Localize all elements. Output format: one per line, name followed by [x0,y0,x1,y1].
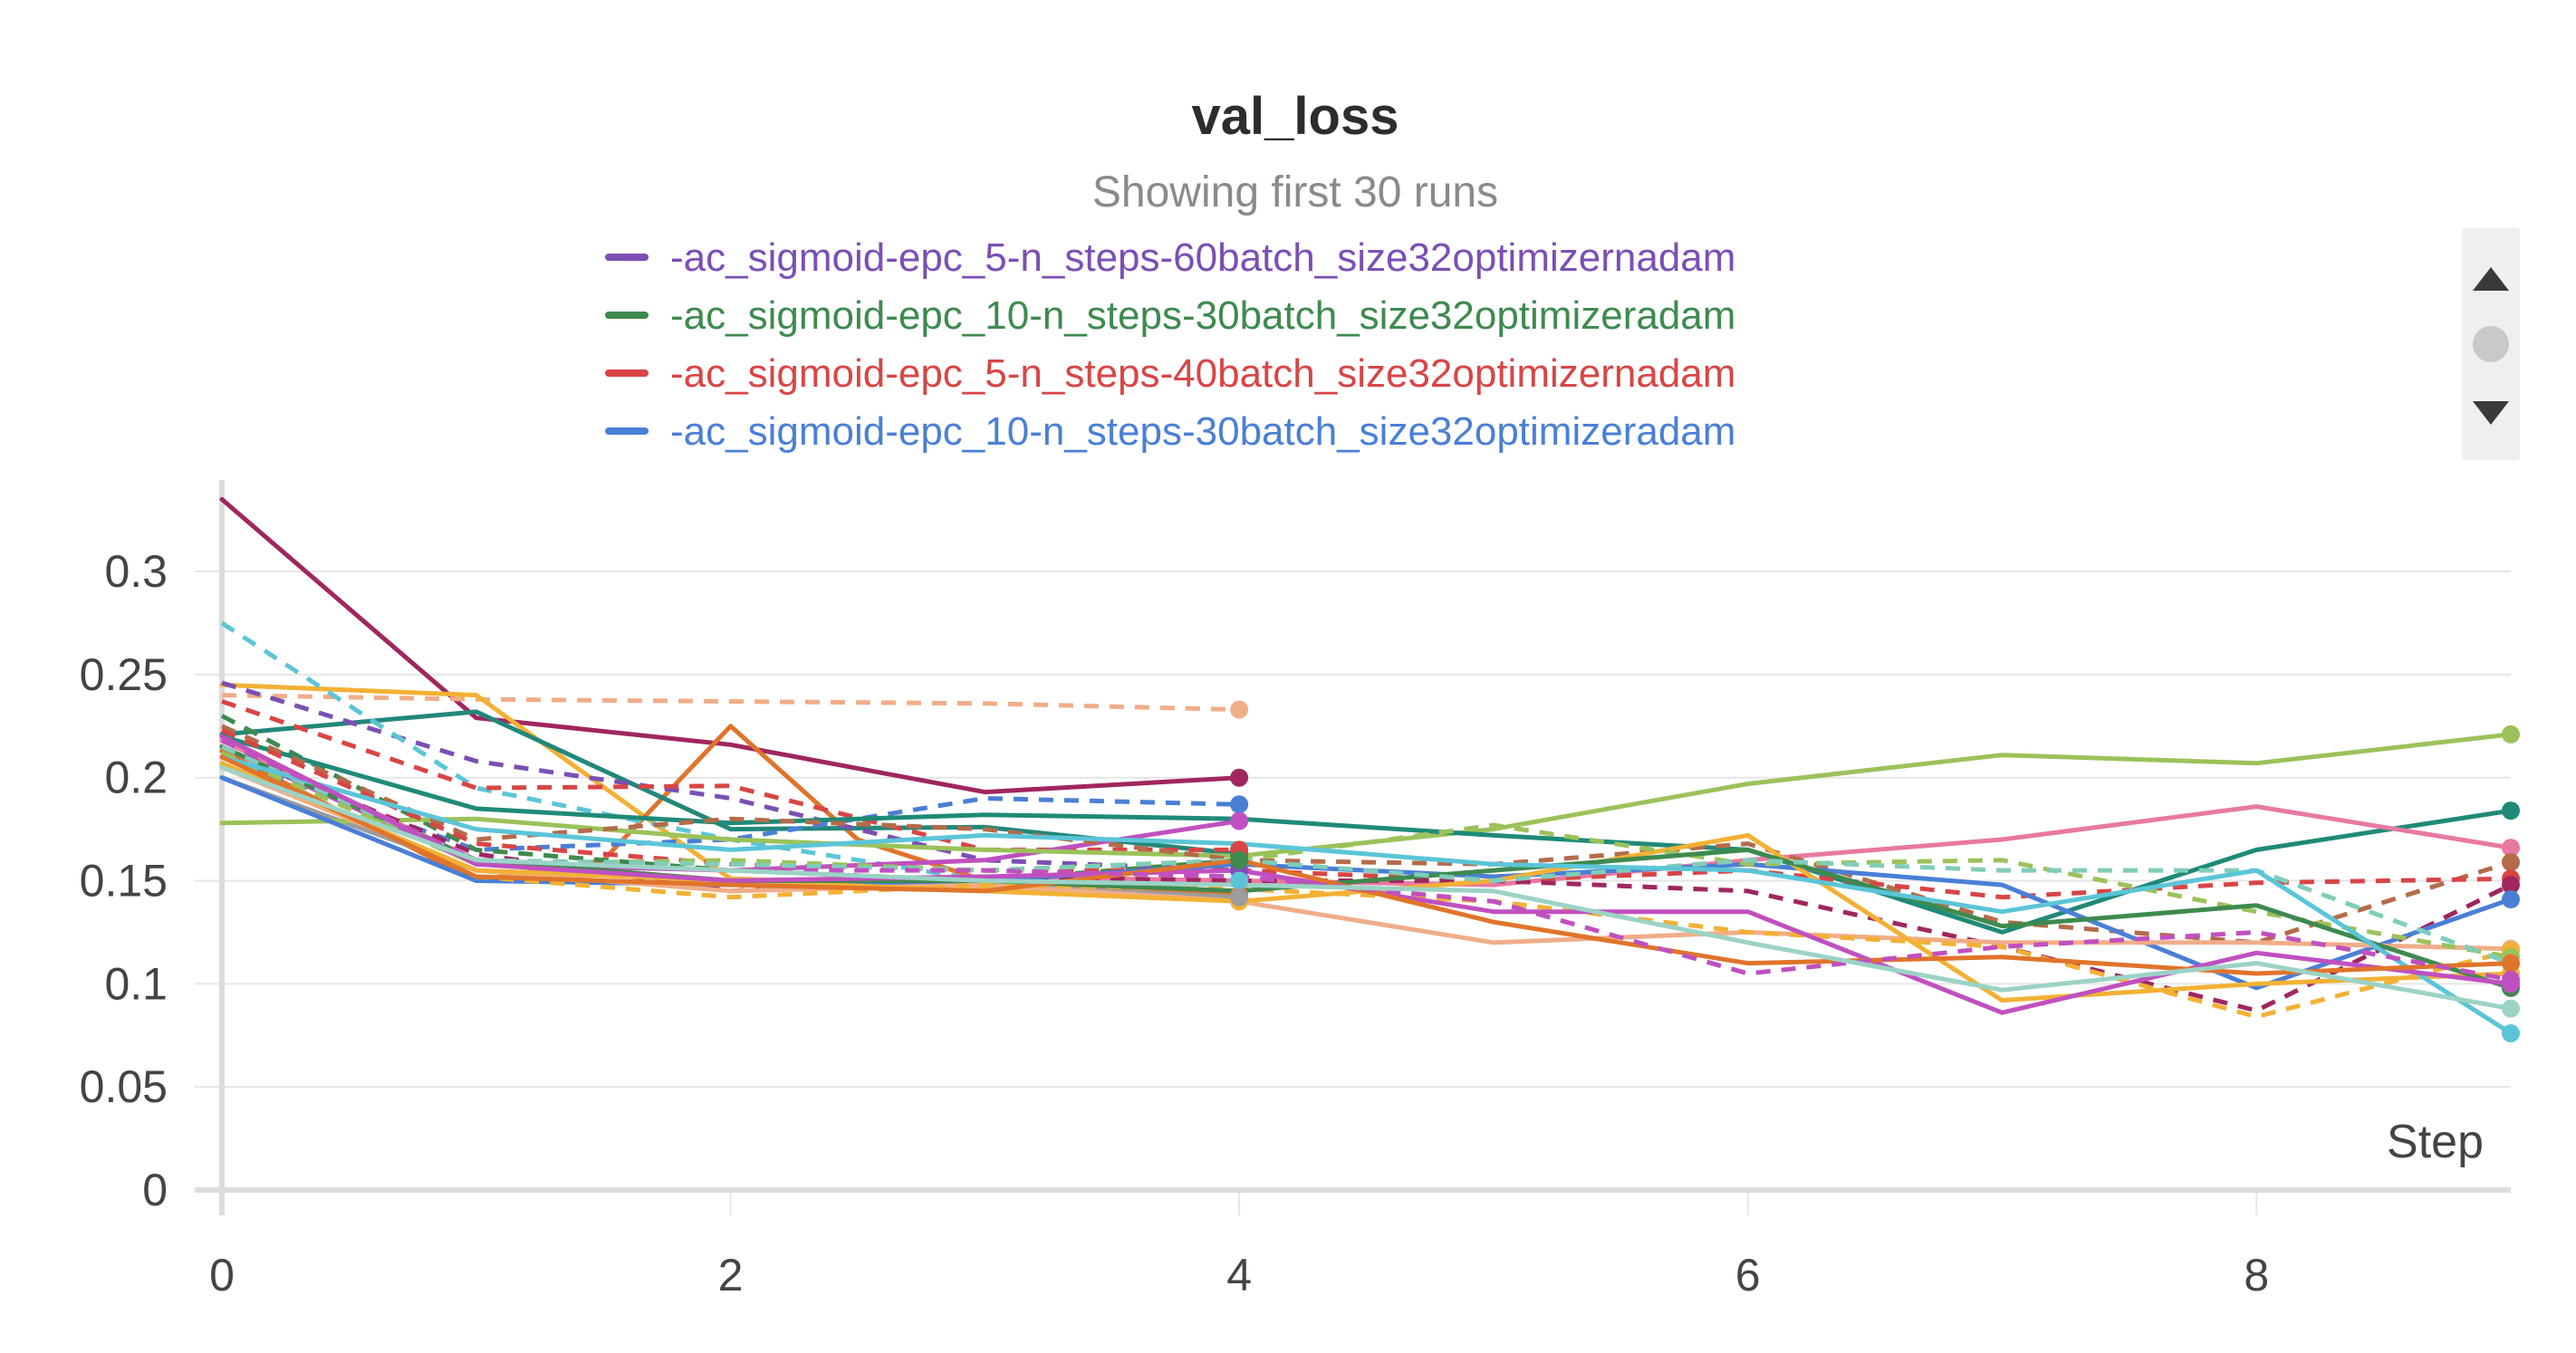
series-endpoint [2502,954,2520,973]
chart-subtitle: Showing first 30 runs [1092,168,1498,216]
triangle-up-icon[interactable] [2473,261,2509,297]
series-line [219,496,1242,795]
y-tick-label: 0.05 [80,1061,168,1112]
series-endpoint [1230,795,1249,814]
series-line [219,754,2514,1036]
series-endpoint [2502,970,2520,989]
series-endpoint [1230,850,1249,869]
y-tick-label: 0.2 [104,753,168,803]
x-tick-label: 6 [1735,1250,1761,1300]
series-lines [219,496,2514,1036]
x-tick-label: 0 [209,1250,235,1300]
series-endpoint [1230,700,1249,719]
series-endpoint [2502,890,2520,909]
series-line [220,754,2512,1020]
series-line [221,680,1240,873]
series-line [220,744,2512,965]
x-axis-label: Step [2387,1116,2484,1168]
series-endpoints [1230,700,2520,1042]
x-tick-label: 4 [1226,1250,1252,1300]
y-tick-label: 0.25 [80,649,168,700]
series-endpoint [1230,811,1249,830]
series-line [220,724,2512,945]
series-endpoint [2502,999,2520,1018]
circle-icon[interactable] [2473,326,2509,362]
series-line [220,751,2512,960]
x-tick-label: 2 [718,1250,744,1300]
series-endpoint [2502,801,2520,820]
legend-entry: -ac_sigmoid-epc_10-n_steps-30batch_size3… [670,293,1735,338]
series-endpoint [1230,768,1249,787]
chart-title: val_loss [1192,87,1399,146]
series-endpoint [2502,1023,2520,1042]
series-endpoint [2502,876,2520,895]
x-tick-label: 8 [2244,1250,2269,1300]
y-tick-label: 0.15 [80,856,168,907]
series-endpoint [1230,871,1249,890]
series-endpoint [2502,839,2520,858]
legend-scroller[interactable] [2462,228,2520,460]
legend-entry: -ac_sigmoid-epc_10-n_steps-30batch_size3… [670,409,1735,454]
y-tick-label: 0.1 [104,958,168,1009]
legend-entry: -ac_sigmoid-epc_5-n_steps-60batch_size32… [670,235,1735,280]
triangle-down-icon[interactable] [2473,395,2509,431]
y-tick-label: 0 [142,1165,168,1215]
series-endpoint [1230,888,1249,907]
axes: 0 0.05 0.1 0.15 0.2 0.25 0.3 0 2 4 6 8 [80,480,2511,1300]
legend-entry: -ac_sigmoid-epc_5-n_steps-40batch_size32… [670,351,1735,396]
series-line [219,764,2514,952]
legend: -ac_sigmoid-epc_5-n_steps-60batch_size32… [605,235,1735,454]
y-tick-label: 0.3 [104,546,168,597]
series-endpoint [2502,724,2520,744]
series-line [221,693,1240,713]
series-line [219,764,2514,1012]
series-endpoint [2502,853,2520,872]
